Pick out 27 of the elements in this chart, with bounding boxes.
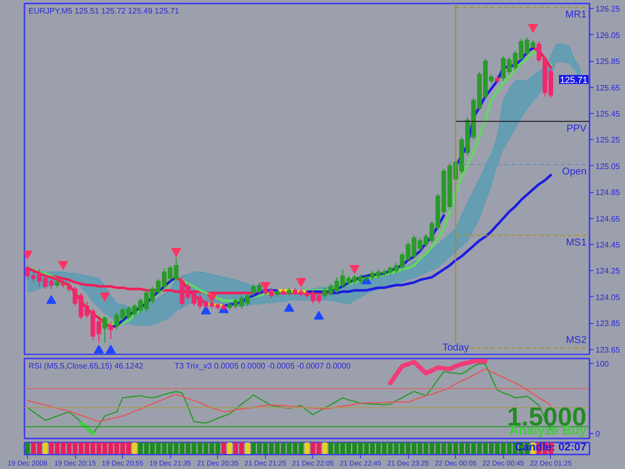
chart-title: EURJPY,M5 125.51 125.72 125.49 125.71 [28, 6, 180, 16]
annotation: Candle: 02:07 [514, 442, 587, 454]
ref-line-label: MS2 [566, 334, 587, 346]
ref-line-label: MR1 [565, 9, 587, 20]
y-tick-label: 124.05 [596, 292, 621, 302]
ref-line-label: Today [442, 342, 470, 354]
y-tick-label: 123.85 [596, 319, 621, 328]
y-tick-label: 125.05 [596, 162, 621, 171]
y-tick-label: 124.45 [596, 240, 621, 250]
ref-line-label: PPV [566, 123, 587, 134]
y-tick-label: 100 [596, 359, 610, 368]
y-tick-label: 125.85 [596, 57, 621, 66]
chart-title: RSI (M5,5,Close,65,15) 46.1242 [28, 362, 144, 370]
ref-line-label: MS1 [566, 237, 587, 248]
y-tick-label: 126.25 [596, 4, 621, 14]
y-tick-label: 125.25 [596, 136, 621, 145]
y-tick-label: 0 [596, 430, 600, 439]
y-tick-label: 124.65 [596, 214, 621, 224]
y-tick-label: 123.65 [596, 345, 621, 354]
y-tick-label: 124.85 [596, 188, 621, 198]
annotation: 125.71 [560, 74, 588, 85]
ref-line-label: Open [562, 166, 587, 178]
chart-subtitle: T3 Trix_v3 0.0005 0.0000 -0.0005 -0.0007 0.0000 [174, 362, 352, 370]
y-tick-label: 126.05 [596, 30, 621, 40]
y-tick-label: 125.65 [596, 83, 621, 92]
y-tick-label: 125.45 [596, 110, 621, 119]
y-tick-label: 124.25 [596, 266, 621, 276]
